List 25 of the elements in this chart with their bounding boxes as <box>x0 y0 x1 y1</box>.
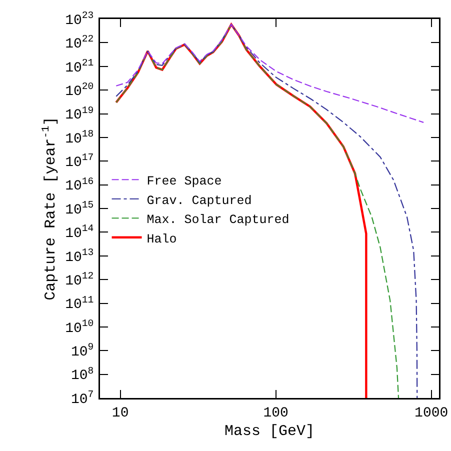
y-tick-label: 10$^{22}$ <box>65 34 94 53</box>
y-tick-label: 10$^{18}$ <box>65 128 94 148</box>
y-tick-label: 10$^{23}$ <box>65 10 94 29</box>
y-tick-label: 10$^{21}$ <box>65 57 94 76</box>
y-tick-label: 10$^{13}$ <box>65 246 94 266</box>
legend-label: Halo <box>146 232 177 246</box>
y-tick-label: 10$^{14}$ <box>65 223 94 242</box>
legend-label: Free Space <box>146 174 222 188</box>
x-tick-label: 10 <box>112 405 129 422</box>
legend-label: Grav. Captured <box>146 194 252 208</box>
y-tick-label: 10$^{17}$ <box>65 152 94 172</box>
x-tick-label: 1000 <box>414 405 448 422</box>
y-tick-label: 10$^{19}$ <box>65 104 94 124</box>
y-tick-label: 10$^{20}$ <box>65 81 94 100</box>
y-tick-label: 10$^{8}$ <box>70 365 94 384</box>
y-tick-label: 10$^{15}$ <box>65 200 94 218</box>
legend-label: Max. Solar Captured <box>146 213 290 227</box>
y-tick-label: 10$^{7}$ <box>70 389 94 408</box>
x-tick-label: 100 <box>263 405 288 422</box>
y-tick-label: 10$^{11}$ <box>65 294 94 314</box>
y-tick-label: 10$^{12}$ <box>65 270 94 290</box>
x-axis-title: Mass [GeV] <box>224 423 315 440</box>
y-tick-label: 10$^{9}$ <box>70 342 94 361</box>
y-tick-label: 10$^{16}$ <box>65 176 94 195</box>
y-tick-label: 10$^{10}$ <box>65 318 94 337</box>
